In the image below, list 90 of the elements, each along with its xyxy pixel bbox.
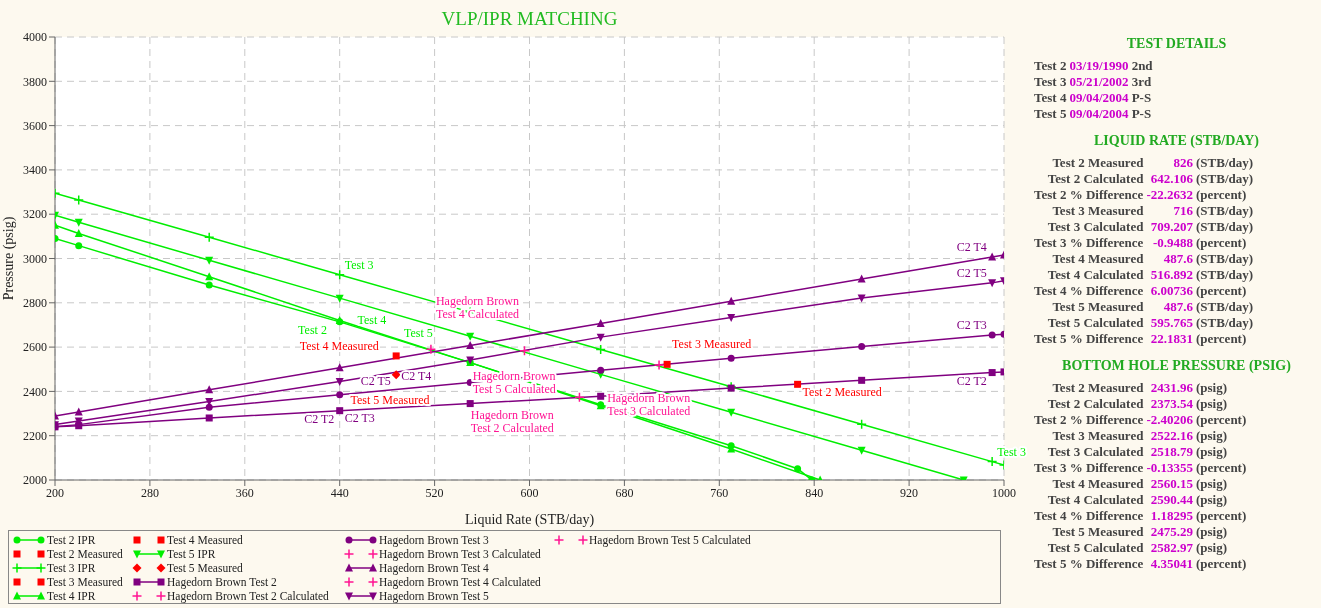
legend-label: Test 5 Measured: [167, 562, 243, 574]
annotation: C2 T3: [344, 410, 375, 425]
text: Test 5 % Difference 4.35041 (percent): [1034, 556, 1247, 572]
y-tick-label: 2000: [23, 473, 47, 488]
y-tick-label: 2600: [23, 340, 47, 355]
legend-label: Test 5 IPR: [167, 548, 216, 560]
x-tick-label: 680: [615, 485, 634, 500]
text: Test 5 Calculated 2582.97 (psig): [1046, 540, 1229, 556]
text: Test 3 05/21/2002 3rd: [1034, 74, 1153, 90]
text: Test 3 Calculated 2518.79 (psig): [1046, 444, 1229, 460]
x-axis-title: Liquid Rate (STB/day): [463, 512, 596, 528]
annotation: Test 4: [357, 312, 387, 327]
text: Test 4 Measured 2560.15 (psig): [1051, 476, 1229, 492]
annotation: C2 T3: [956, 317, 987, 332]
text: Test 4 Calculated 516.892 (STB/day): [1046, 267, 1254, 283]
y-tick-label: 2400: [23, 384, 47, 399]
annotation: Test 5: [404, 326, 433, 341]
legend-label: Hagedorn Brown Test 3 Calculated: [379, 548, 541, 560]
x-tick-label: 920: [900, 485, 919, 500]
chart-title: VLP/IPR MATCHING: [440, 8, 619, 30]
annotation: C2 T4: [956, 239, 987, 254]
legend-label: Test 4 Measured: [167, 534, 243, 546]
text: Test 3 Calculated 709.207 (STB/day): [1046, 219, 1254, 235]
y-tick-label: 3200: [23, 207, 47, 222]
text: Test 5 Measured 487.6 (STB/day): [1052, 299, 1254, 314]
x-tick-label: 200: [46, 485, 64, 500]
x-tick-label: 840: [805, 485, 824, 500]
legend-label: Hagedorn Brown Test 5: [379, 590, 489, 602]
annotation: Hagedorn Brown Test 2 Calculated: [470, 408, 554, 436]
text: Test 5 09/04/2004 P-S: [1034, 106, 1153, 122]
legend-label: Hagedorn Brown Test 3: [379, 534, 489, 546]
text: Test 2 % Difference -22.2632 (percent): [1034, 187, 1248, 203]
legend-label: Hagedorn Brown Test 4 Calculated: [379, 576, 541, 588]
text: Test 2 Calculated 642.106 (STB/day): [1046, 171, 1254, 187]
text: Test 5 Measured 2475.29 (psig): [1051, 524, 1229, 540]
x-tick-label: 760: [710, 485, 729, 500]
text: TEST DETAILS: [1125, 36, 1228, 52]
legend-label: Hagedorn Brown Test 2 Calculated: [167, 590, 329, 602]
annotation: Test 2 Measured: [802, 385, 882, 400]
annotation: Test 5 Measured: [350, 392, 430, 407]
text: BOTTOM HOLE PRESSURE (PSIG): [1061, 358, 1292, 374]
legend-label: Test 3 Measured: [47, 576, 123, 588]
annotation: Test 4 Measured: [299, 338, 379, 353]
y-tick-label: 2800: [23, 296, 47, 311]
text: Test 5 % Difference 22.1831 (percent): [1034, 331, 1248, 347]
text: Test 2 Measured 2431.96 (psig): [1051, 380, 1229, 396]
annotation: C2 T2: [956, 373, 987, 388]
text: Test 4 Calculated 2590.44 (psig): [1046, 492, 1229, 508]
annotation: C2 T2: [304, 411, 335, 426]
annotation: Test 3: [997, 444, 1026, 459]
x-tick-label: 440: [330, 485, 349, 500]
text: Test 3 Measured 716 (STB/day): [1052, 203, 1254, 218]
legend-label: Test 4 IPR: [47, 590, 96, 602]
annotation: C2 T5: [956, 265, 987, 280]
x-tick-label: 520: [425, 485, 444, 500]
legend-label: Test 3 IPR: [47, 562, 96, 574]
legend-label: Test 2 Measured: [47, 548, 123, 560]
legend-label: Hagedorn Brown Test 2: [167, 576, 277, 588]
legend-label: Hagedorn Brown Test 4: [379, 562, 489, 574]
y-tick-label: 3800: [23, 74, 47, 89]
y-tick-label: 3000: [23, 251, 47, 266]
text: Test 2 % Difference -2.40206 (percent): [1034, 412, 1247, 428]
text: Test 4 % Difference 1.18295 (percent): [1034, 508, 1247, 524]
annotation: C2 T5: [360, 374, 391, 389]
y-tick-label: 3400: [23, 163, 47, 178]
text: Test 2 Calculated 2373.54 (psig): [1046, 396, 1229, 412]
text: Test 4 % Difference 6.00736 (percent): [1034, 283, 1248, 299]
annotation: Test 3: [344, 257, 374, 272]
text: Test 5 Calculated 595.765 (STB/day): [1046, 315, 1254, 331]
y-tick-label: 3600: [23, 118, 47, 133]
legend-label: Test 2 IPR: [47, 534, 96, 546]
text: Test 2 03/19/1990 2nd: [1034, 58, 1153, 74]
legend-label: Hagedorn Brown Test 5 Calculated: [589, 534, 751, 546]
text: Test 3 % Difference -0.9488 (percent): [1034, 235, 1248, 251]
y-tick-label: 2200: [23, 428, 47, 443]
text: Test 4 Measured 487.6 (STB/day): [1052, 251, 1254, 266]
text: LIQUID RATE (STB/DAY): [1093, 133, 1260, 149]
x-tick-label: 1000: [992, 485, 1016, 500]
y-axis-title: Pressure (psig): [0, 216, 17, 301]
annotation: Test 3 Measured: [672, 337, 752, 352]
text: Test 4 09/04/2004 P-S: [1034, 90, 1153, 106]
text: Test 2 Measured 826 (STB/day): [1052, 155, 1254, 170]
text: Test 3 % Difference -0.13355 (percent): [1034, 460, 1247, 476]
x-tick-label: 280: [140, 485, 159, 500]
x-tick-label: 360: [235, 485, 254, 500]
x-tick-label: 600: [520, 485, 539, 500]
annotation: Test 2: [298, 322, 327, 337]
text: Test 3 Measured 2522.16 (psig): [1051, 428, 1229, 444]
annotation: C2 T4: [401, 369, 432, 384]
y-tick-label: 4000: [23, 30, 47, 45]
